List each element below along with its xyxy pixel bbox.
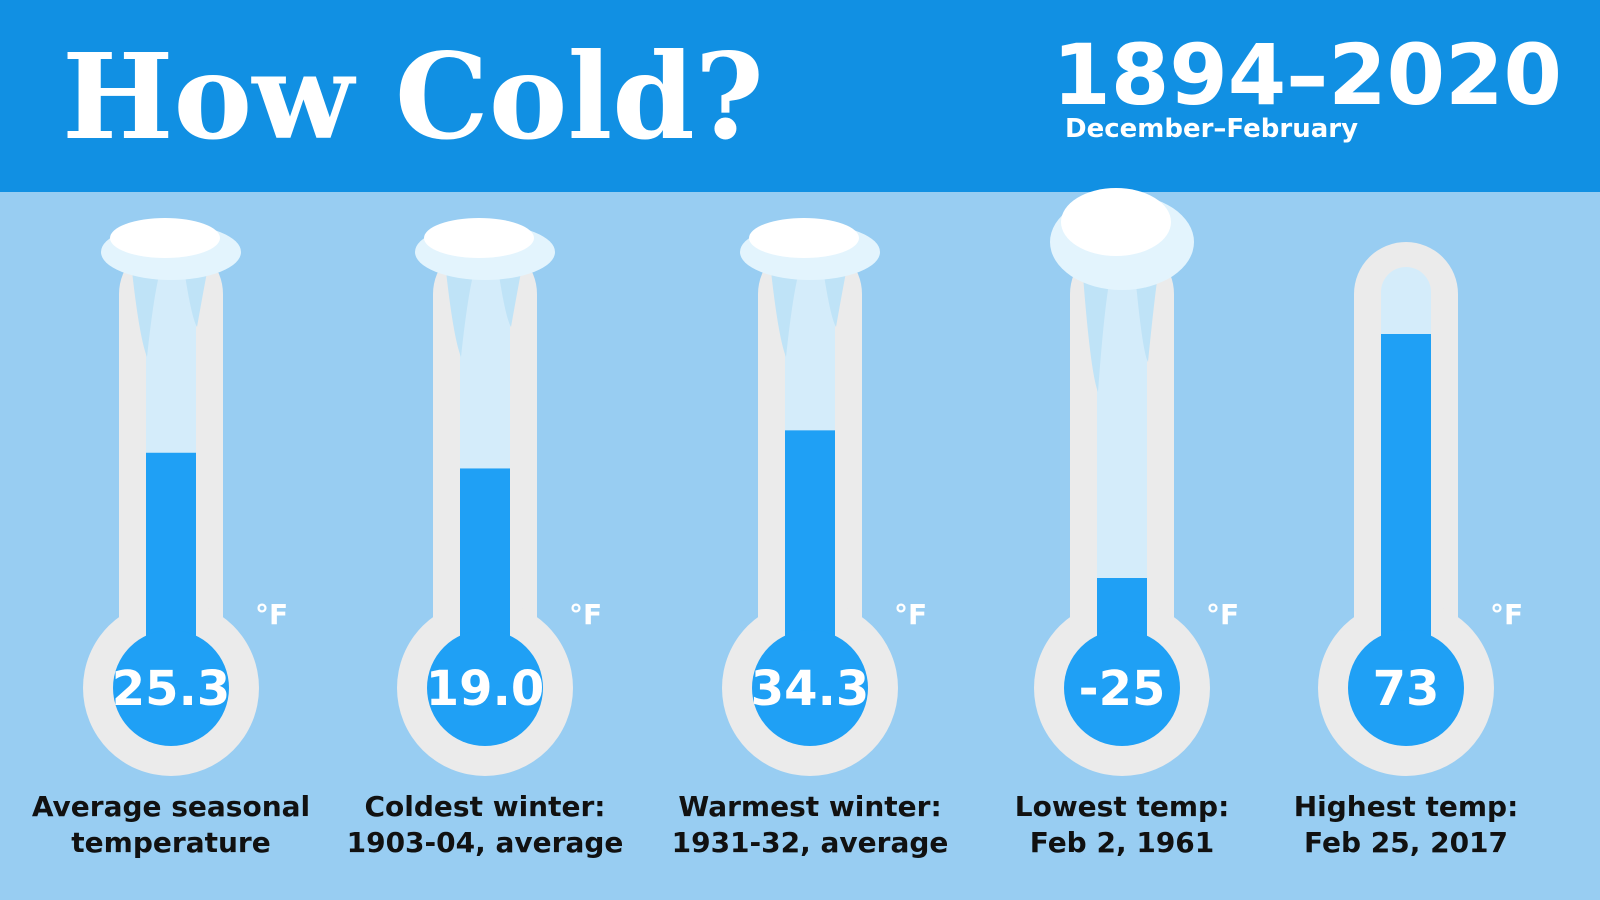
label-line: Coldest winter:	[365, 790, 606, 823]
label-line: Feb 25, 2017	[1304, 826, 1508, 859]
label-line: Feb 2, 1961	[1030, 826, 1215, 859]
snow	[424, 218, 534, 258]
bulb	[752, 630, 868, 746]
label-line: Warmest winter:	[678, 790, 941, 823]
bulb	[427, 630, 543, 746]
label-line: Highest temp:	[1294, 790, 1519, 823]
value-label: 73	[1373, 661, 1440, 717]
bulb	[113, 630, 229, 746]
snow-cap	[101, 218, 241, 357]
snow	[749, 218, 859, 258]
value-label: -25	[1079, 661, 1166, 717]
value-label: 34.3	[751, 661, 869, 717]
period: 1894–2020	[1052, 26, 1562, 124]
label-line: 1903-04, average	[347, 826, 624, 859]
label-line: temperature	[71, 826, 270, 859]
snow	[110, 218, 220, 258]
value-label: 19.0	[426, 661, 544, 717]
category-label: Lowest temp: Feb 2, 1961	[1015, 790, 1230, 859]
chart-title: How Cold?	[62, 27, 764, 166]
category-label: Average seasonal temperature	[32, 790, 310, 859]
unit-label: °F	[1206, 598, 1239, 631]
snow	[1061, 188, 1171, 256]
snow-cap	[1050, 188, 1194, 392]
header-band	[0, 0, 1600, 192]
category-label: Warmest winter: 1931-32, average	[672, 790, 949, 859]
thermometer-fill	[1381, 334, 1431, 688]
unit-label: °F	[1490, 598, 1523, 631]
icicle	[131, 262, 209, 357]
icicle	[1082, 262, 1160, 392]
icicle	[770, 262, 848, 357]
label-line: Lowest temp:	[1015, 790, 1230, 823]
icicle	[445, 262, 523, 357]
snow-cap	[415, 218, 555, 357]
unit-label: °F	[255, 598, 288, 631]
value-label: 25.3	[112, 661, 230, 717]
subtitle: December–February	[1065, 114, 1358, 144]
label-line: 1931-32, average	[672, 826, 949, 859]
bulb	[1348, 630, 1464, 746]
label-line: Average seasonal	[32, 790, 310, 823]
unit-label: °F	[894, 598, 927, 631]
category-label: Highest temp: Feb 25, 2017	[1294, 790, 1519, 859]
unit-label: °F	[569, 598, 602, 631]
bulb	[1064, 630, 1180, 746]
snow-cap	[740, 218, 880, 357]
category-label: Coldest winter: 1903-04, average	[347, 790, 624, 859]
